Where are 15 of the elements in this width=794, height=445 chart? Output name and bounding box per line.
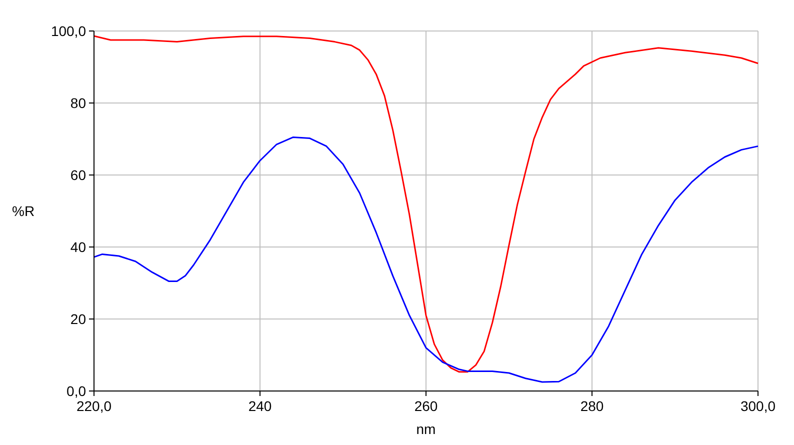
line-series <box>93 35 759 373</box>
x-tick-label: 260 <box>414 398 438 414</box>
y-tick-label: 60 <box>70 166 86 183</box>
y-tick-label: 20 <box>70 310 86 327</box>
y-tick-label: 40 <box>70 238 86 255</box>
x-tick-label: 300,0 <box>740 398 776 414</box>
x-axis-title: nm <box>416 421 436 437</box>
y-tick-label: 100,0 <box>50 22 86 39</box>
y-axis-title: %R <box>12 202 35 219</box>
x-tick-label: 240 <box>248 398 272 414</box>
x-tick-label: 220,0 <box>76 398 112 414</box>
y-tick-label: 80 <box>70 94 86 111</box>
y-tick-label: 0,0 <box>66 382 86 399</box>
line-series <box>93 136 759 383</box>
x-tick-label: 280 <box>580 398 604 414</box>
